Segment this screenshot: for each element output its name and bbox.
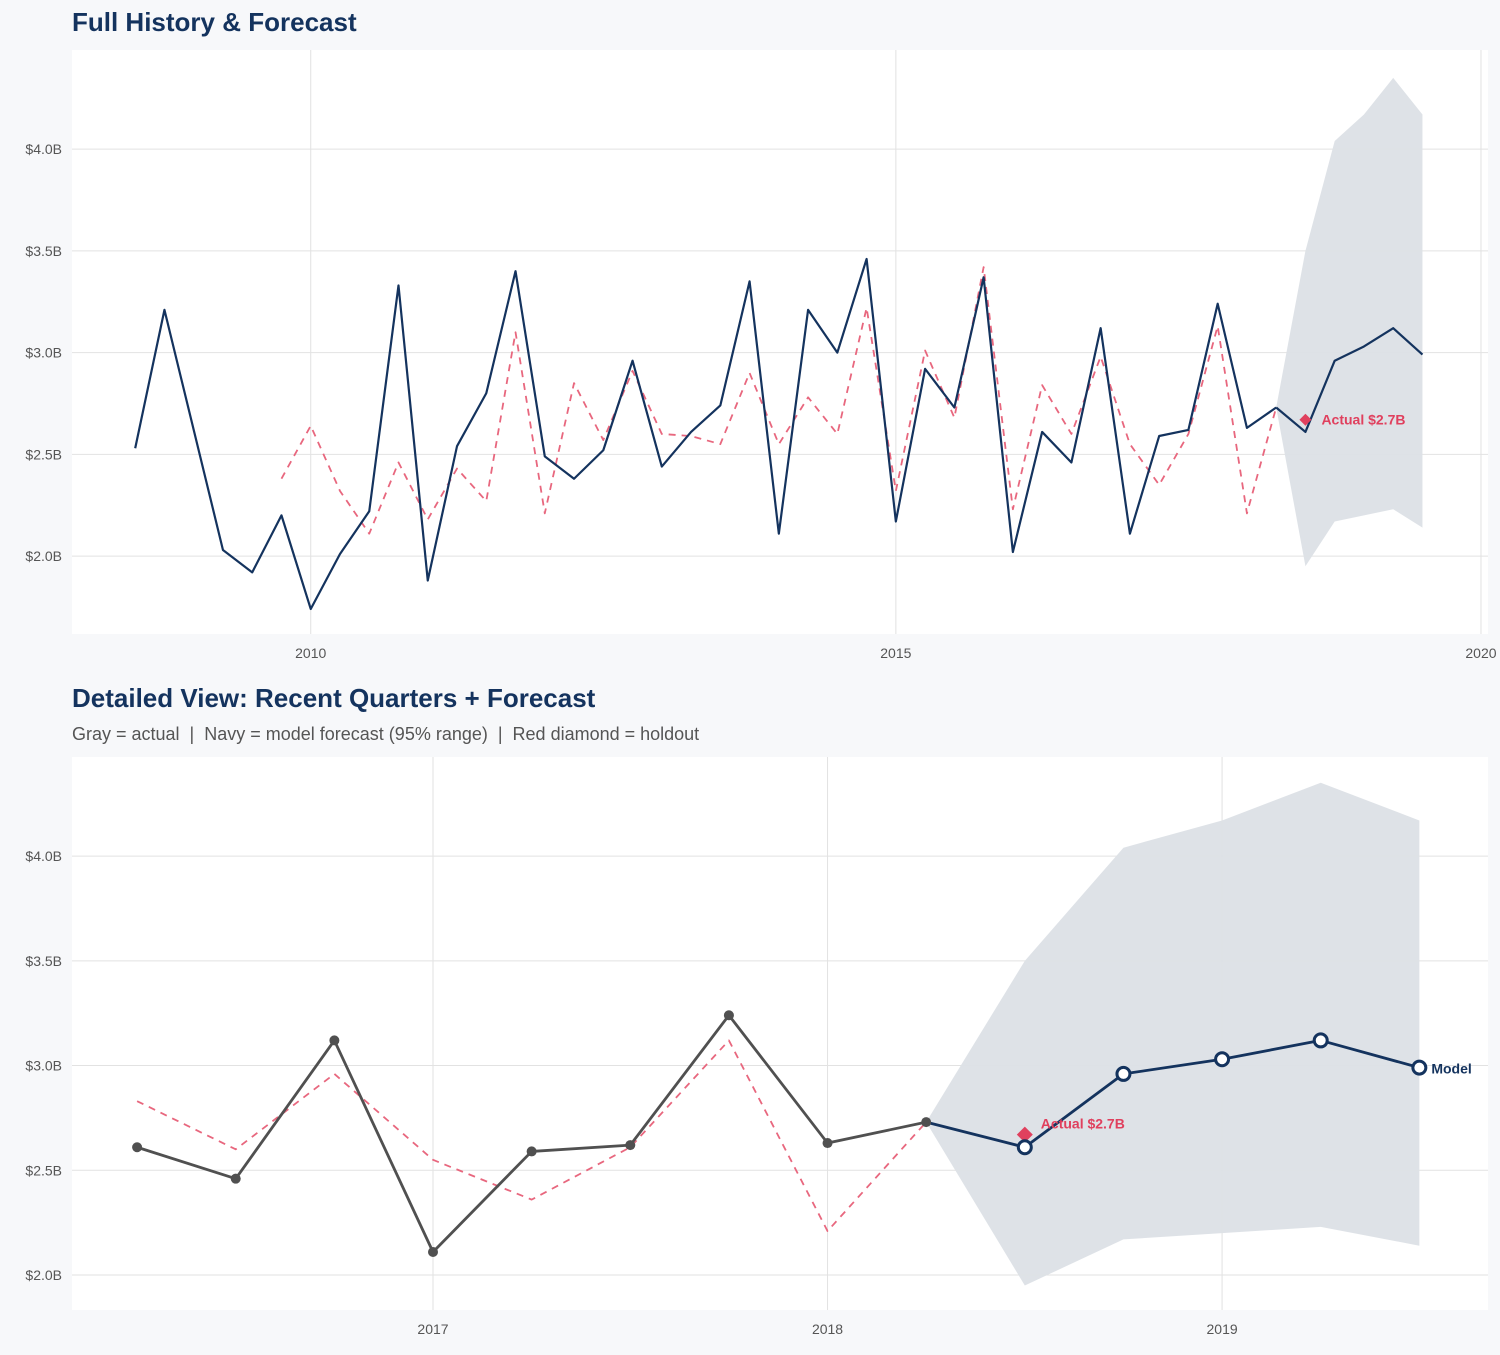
x-tick-label: 2018 [812,1321,843,1337]
forecast-line [925,1039,1420,1149]
plot-area [72,50,1488,634]
x-tick-label: 2010 [295,645,326,661]
y-tick-label: $3.5B [25,243,62,259]
actual-point [625,1140,636,1151]
bottom-chart-title: Detailed View: Recent Quarters + Forecas… [72,683,596,713]
x-tick-label: 2017 [417,1321,448,1337]
fitted-line [136,1039,927,1232]
y-tick-label: $3.0B [25,1058,62,1074]
holdout-label: Actual $2.7B [1321,412,1405,428]
y-tick-label: $3.0B [25,345,62,361]
forecast-point [1115,1065,1132,1082]
y-tick-label: $4.0B [25,141,62,157]
actual-point [723,1010,734,1021]
forecast-95-band [1276,77,1423,567]
forecast-point [1411,1059,1428,1076]
actual-point [132,1142,143,1153]
actual-point [329,1035,340,1046]
x-tick-label: 2015 [880,645,911,661]
actual-point [822,1138,833,1149]
actual-line [134,257,1277,611]
forecast-point [1214,1051,1231,1068]
y-tick-label: $4.0B [25,848,62,864]
y-tick-label: $2.5B [25,446,62,462]
forecast-end-label: Model [1431,1061,1471,1077]
fitted-line [280,266,1278,535]
forecast-point [1312,1032,1329,1049]
y-tick-label: $3.5B [25,953,62,969]
bottom-chart-panel: $2.0B $2.5B $3.0B $3.5B $4.0B 2017 2018 2019 Act… [25,757,1488,1337]
forecast-point [1016,1139,1033,1156]
x-tick-label: 2020 [1465,645,1496,661]
holdout-diamond [1299,413,1312,426]
bottom-chart-subtitle: Gray = actual | Navy = model forecast (9… [72,724,699,744]
x-tick-label: 2019 [1207,1321,1238,1337]
holdout-label: Actual $2.7B [1041,1116,1125,1132]
forecast-line [1275,327,1424,434]
actual-point [526,1146,537,1157]
y-tick-label: $2.0B [25,548,62,564]
y-tick-label: $2.0B [25,1267,62,1283]
forecast-95-band [926,782,1420,1286]
holdout-diamond [1016,1126,1033,1143]
top-chart-panel: $2.0B $2.5B $3.0B $3.5B $4.0B 2010 2015 2020 Act… [25,50,1497,661]
y-tick-label: $2.5B [25,1162,62,1178]
top-chart-title: Full History & Forecast [72,7,357,37]
actual-point [921,1117,932,1128]
actual-point [230,1173,241,1184]
actual-point [428,1246,439,1257]
